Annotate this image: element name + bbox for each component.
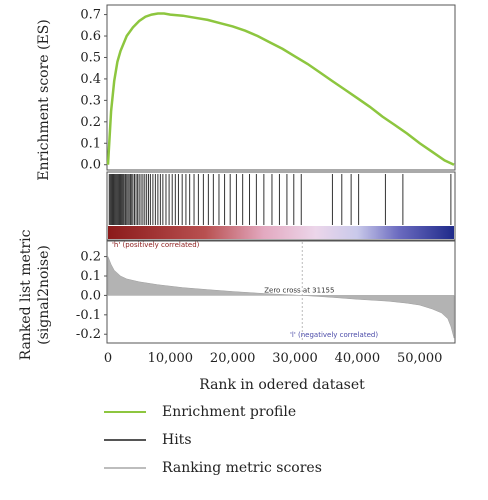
x-tick-label: 30,000 <box>272 351 318 366</box>
legend: Enrichment profile Hits Ranking metric s… <box>104 398 464 482</box>
legend-label-enrichment-profile: Enrichment profile <box>162 404 297 420</box>
metric-y-axis-title-line2: (signal2noise) <box>36 245 52 345</box>
legend-item-hits: Hits <box>104 426 464 454</box>
x-ticks: 0 10,000 20,000 30,000 40,000 50,000 <box>104 351 443 366</box>
metric-y-ticks: 0.2 0.1 0.0 -0.1 -0.2 <box>76 250 107 342</box>
es-y-tick-label: 0.3 <box>80 93 101 108</box>
es-panel-frame <box>106 4 456 171</box>
positive-correlated-label: 'h' (positively correlated) <box>112 241 200 249</box>
hits-panel-frame <box>106 171 456 241</box>
negative-correlated-label: 'l' (negatively correlated) <box>290 331 378 339</box>
x-tick-label: 50,000 <box>397 351 443 366</box>
legend-item-enrichment-profile: Enrichment profile <box>104 398 464 426</box>
es-y-tick-label: 0.0 <box>80 158 101 173</box>
x-axis-title: Rank in odered dataset <box>199 377 365 393</box>
es-y-tick-label: 0.6 <box>80 29 101 44</box>
ranking-metric-area <box>107 256 455 339</box>
x-tick-label: 40,000 <box>335 351 381 366</box>
enrichment-profile-swatch <box>104 411 146 413</box>
ranking-color-bar <box>108 226 454 239</box>
es-y-tick-label: 0.7 <box>80 8 101 23</box>
es-y-ticks: 0.7 0.6 0.5 0.4 0.3 0.2 0.1 0.0 <box>80 8 107 173</box>
metric-panel-frame <box>106 240 456 344</box>
es-y-tick-label: 0.5 <box>80 50 101 65</box>
es-y-tick-label: 0.2 <box>80 115 101 130</box>
hits-lines <box>108 174 452 225</box>
ranking-metric-swatch <box>104 467 146 469</box>
metric-y-tick-label: -0.2 <box>76 327 101 342</box>
x-tick-label: 10,000 <box>148 351 194 366</box>
metric-y-tick-label: 0.1 <box>80 269 101 284</box>
legend-item-ranking-metric: Ranking metric scores <box>104 454 464 482</box>
metric-y-tick-label: -0.1 <box>76 308 101 323</box>
x-tick-label: 20,000 <box>210 351 256 366</box>
enrichment-profile-line <box>106 12 455 166</box>
legend-label-ranking-metric: Ranking metric scores <box>162 460 322 476</box>
zero-cross-label: Zero cross at 31155 <box>264 286 334 294</box>
gsea-chart: 0.7 0.6 0.5 0.4 0.3 0.2 0.1 0.0 Enrichment scor… <box>18 4 456 393</box>
es-y-axis-title: Enrichment score (ES) <box>36 19 52 181</box>
hits-swatch <box>104 439 146 441</box>
legend-label-hits: Hits <box>162 432 192 448</box>
metric-y-tick-label: 0.0 <box>80 288 101 303</box>
metric-y-axis-title-line1: Ranked list metric <box>18 229 34 360</box>
metric-y-tick-label: 0.2 <box>80 250 101 265</box>
es-y-tick-label: 0.4 <box>80 72 101 87</box>
es-y-tick-label: 0.1 <box>80 136 101 151</box>
x-tick-label: 0 <box>104 351 112 366</box>
